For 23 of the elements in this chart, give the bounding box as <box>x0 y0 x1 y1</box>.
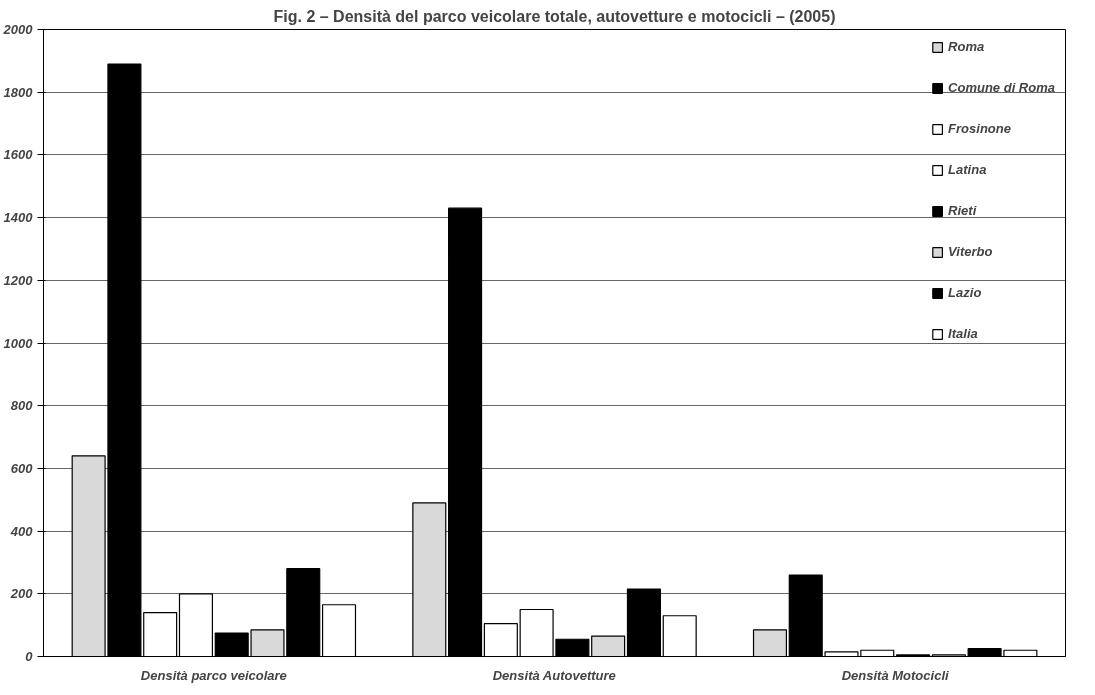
y-tick-label: 1400 <box>3 210 34 226</box>
legend-label: Viterbo <box>948 244 993 259</box>
chart-title: Fig. 2 – Densità del parco veicolare totale, autovetture e motocicli – (2005) <box>273 7 836 25</box>
x-tick-label: Densità Motocicli <box>841 667 950 683</box>
legend-label: Latina <box>948 162 987 177</box>
legend-label: Comune di Roma <box>948 80 1055 95</box>
y-tick-label: 600 <box>10 460 34 476</box>
legend-label: Rieti <box>948 203 977 218</box>
legend-label: Italia <box>948 326 978 341</box>
y-tick-label: 0 <box>25 649 34 664</box>
y-tick-label: 400 <box>9 523 34 539</box>
y-tick-label: 1600 <box>3 147 34 163</box>
x-tick-label: Densità parco veicolare <box>140 667 287 683</box>
y-tick-label: 200 <box>9 586 34 602</box>
y-tick-label: 1200 <box>3 272 34 288</box>
legend-label: Frosinone <box>948 121 1011 136</box>
legend-label: Lazio <box>948 285 982 300</box>
x-tick-label: Densità Autovetture <box>492 667 616 683</box>
y-tick-label: 1800 <box>3 84 34 100</box>
legend-label: Roma <box>948 39 985 54</box>
y-tick-label: 1000 <box>3 335 34 351</box>
y-tick-label: 800 <box>10 398 34 414</box>
y-tick-label: 2000 <box>2 22 34 37</box>
